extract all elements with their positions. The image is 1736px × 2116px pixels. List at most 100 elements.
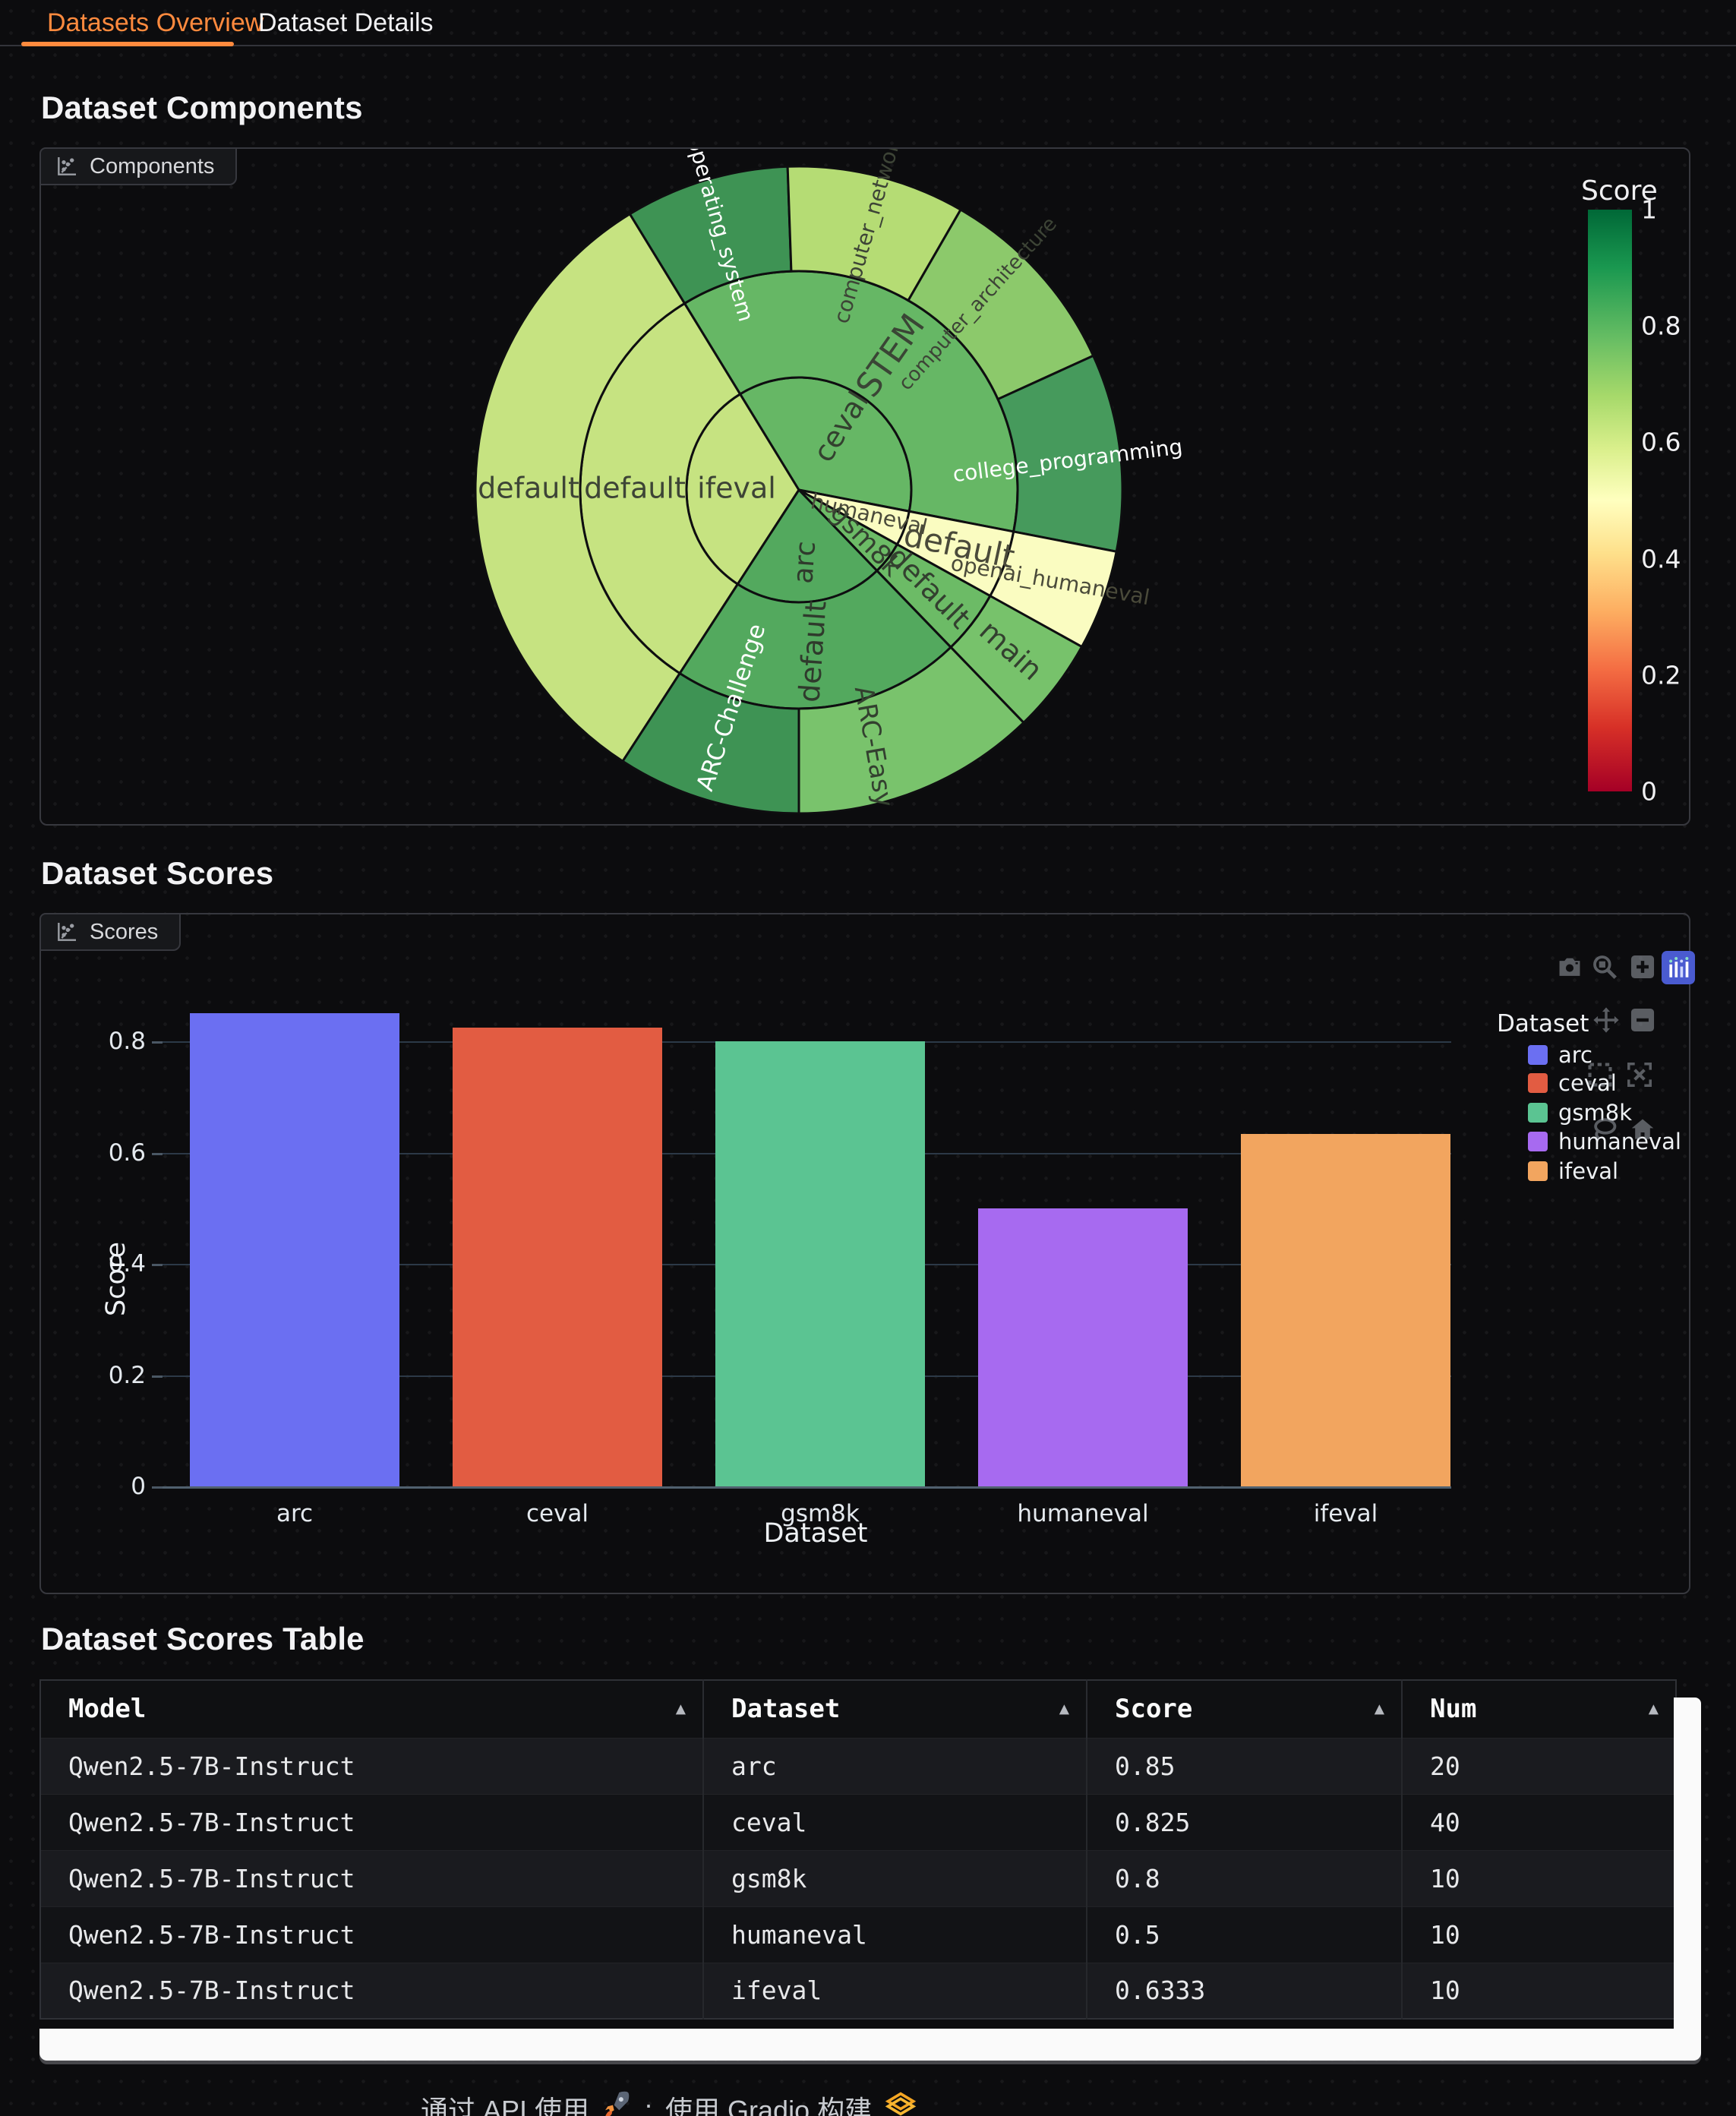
tab-datasets-overview[interactable]: Datasets Overview: [47, 8, 264, 37]
y-tick-label-0.4: 0.4: [108, 1250, 146, 1277]
zoom-icon[interactable]: [1590, 952, 1619, 981]
legend-item-ceval[interactable]: ceval: [1528, 1070, 1617, 1096]
cell-model: Qwen2.5-7B-Instruct: [40, 1737, 703, 1794]
cell-num: 10: [1401, 1962, 1676, 2019]
cell-num: 10: [1401, 1849, 1676, 1906]
y-tick-label-0.6: 0.6: [108, 1139, 146, 1167]
zoom-in-icon[interactable]: [1628, 952, 1657, 981]
table-row-humaneval[interactable]: Qwen2.5-7B-Instruct humaneval 0.5 10: [40, 1906, 1676, 1963]
cell-model: Qwen2.5-7B-Instruct: [40, 1793, 703, 1850]
cell-dataset: ceval: [702, 1793, 1087, 1850]
legend-item-arc[interactable]: arc: [1528, 1042, 1592, 1068]
home-icon[interactable]: [1628, 1115, 1657, 1144]
cell-num: 10: [1401, 1906, 1676, 1963]
x-axis-title: Dataset: [763, 1518, 868, 1549]
footer-separator: ·: [644, 2089, 654, 2116]
legend-title: Dataset: [1497, 1010, 1589, 1037]
cell-model: Qwen2.5-7B-Instruct: [40, 1849, 703, 1906]
legend-label-arc: arc: [1558, 1042, 1593, 1068]
components-panel: Components ifeval default default ceval STEM…: [39, 147, 1690, 826]
components-plot-label-text: Components: [90, 153, 215, 178]
built-with-gradio-link[interactable]: 使用 Gradio 构建: [665, 2095, 873, 2116]
legend-swatch-arc: [1528, 1045, 1548, 1065]
autoscale-icon[interactable]: [1625, 1060, 1654, 1089]
box-select-icon[interactable]: [1586, 1060, 1614, 1089]
table-row-arc[interactable]: Qwen2.5-7B-Instruct arc 0.85 20: [40, 1737, 1676, 1794]
tab-bar: Datasets Overview Dataset Details: [0, 0, 1736, 49]
bar-arc[interactable]: [190, 1013, 399, 1486]
y-tick-mark-0.2: [152, 1375, 163, 1378]
x-tick-label-ceval: ceval: [526, 1500, 589, 1527]
legend-item-ifeval[interactable]: ifeval: [1528, 1158, 1618, 1184]
cell-dataset: arc: [702, 1737, 1087, 1794]
legend-label-humaneval: humaneval: [1558, 1129, 1681, 1154]
column-header-dataset[interactable]: Dataset ▲: [702, 1680, 1087, 1738]
scores-plot-label: Scores: [39, 913, 181, 951]
sunburst-chart[interactable]: ifevaldefaultdefaultcevalSTEMoperating_s…: [41, 149, 1689, 824]
table-vertical-scrollbar[interactable]: [1674, 1698, 1701, 2029]
table-header-row: Model ▲ Dataset ▲ Score ▲ Num ▲: [40, 1680, 1676, 1738]
column-header-model[interactable]: Model ▲: [40, 1680, 703, 1738]
sunburst-label-default: default: [478, 472, 579, 505]
y-tick-mark-0.6: [152, 1152, 163, 1155]
active-tab-underline: [21, 42, 234, 46]
y-tick-mark-0.4: [152, 1264, 163, 1266]
gradio-logo: [885, 2092, 917, 2116]
pan-icon[interactable]: [1592, 1006, 1621, 1034]
legend-swatch-ceval: [1528, 1073, 1548, 1093]
colorbar-tick-0.2: 0.2: [1641, 660, 1681, 690]
score-colorbar: [1588, 210, 1632, 791]
y-tick-mark-0: [152, 1486, 163, 1489]
scores-section-title: Dataset Scores: [41, 855, 274, 891]
sort-arrow-icon[interactable]: ▲: [1374, 1699, 1384, 1719]
bar-humaneval[interactable]: [978, 1208, 1188, 1486]
cell-model: Qwen2.5-7B-Instruct: [40, 1906, 703, 1963]
legend-item-gsm8k[interactable]: gsm8k: [1528, 1100, 1632, 1126]
table-section-title: Dataset Scores Table: [41, 1621, 365, 1656]
sunburst-segment-ARC-Challenge[interactable]: [620, 671, 800, 815]
bar-ifeval[interactable]: [1241, 1134, 1450, 1486]
scores-table: Model ▲ Dataset ▲ Score ▲ Num ▲ Qwen2.5-7B-Inst…: [39, 1679, 1677, 2020]
sort-arrow-icon[interactable]: ▲: [675, 1699, 686, 1719]
sort-arrow-icon[interactable]: ▲: [1059, 1699, 1069, 1719]
plot-icon: [58, 923, 76, 941]
column-header-num[interactable]: Num ▲: [1401, 1680, 1676, 1738]
plotly-logo-icon[interactable]: [1662, 951, 1695, 984]
bar-gsm8k[interactable]: [715, 1041, 925, 1486]
table-horizontal-scrollbar[interactable]: [39, 2029, 1701, 2061]
use-via-api-link[interactable]: 通过 API 使用: [421, 2095, 590, 2116]
camera-icon[interactable]: [1555, 952, 1584, 981]
tab-dataset-details[interactable]: Dataset Details: [258, 8, 434, 37]
cell-dataset: gsm8k: [702, 1849, 1087, 1906]
sunburst-segment-college_programming[interactable]: [996, 354, 1124, 554]
x-tick-label-ifeval: ifeval: [1313, 1500, 1378, 1527]
y-axis-title: Score: [101, 1241, 132, 1317]
colorbar-tick-0: 0: [1641, 776, 1657, 807]
cell-score: 0.825: [1086, 1793, 1402, 1850]
column-header-score[interactable]: Score ▲: [1086, 1680, 1402, 1738]
table-row-ifeval[interactable]: Qwen2.5-7B-Instruct ifeval 0.6333 10: [40, 1962, 1676, 2019]
cell-score: 0.8: [1086, 1849, 1402, 1906]
rocket-icon: [605, 2091, 630, 2116]
sunburst-label-arc: arc: [788, 540, 822, 585]
table-row-gsm8k[interactable]: Qwen2.5-7B-Instruct gsm8k 0.8 10: [40, 1849, 1676, 1906]
scores-plot-label-text: Scores: [90, 919, 159, 944]
sunburst-segment-computer_architecture[interactable]: [906, 208, 1095, 401]
zoom-out-icon[interactable]: [1628, 1006, 1657, 1034]
bar-ceval[interactable]: [453, 1027, 662, 1486]
components-plot-label: Components: [39, 147, 238, 185]
sunburst-label-default: default: [792, 600, 832, 703]
colorbar-tick-0.8: 0.8: [1641, 311, 1681, 341]
plot-icon: [58, 157, 76, 175]
x-axis-line: [163, 1486, 1451, 1489]
cell-model: Qwen2.5-7B-Instruct: [40, 1962, 703, 2019]
lasso-icon[interactable]: [1590, 1115, 1619, 1144]
sort-arrow-icon[interactable]: ▲: [1648, 1699, 1659, 1719]
table-row-ceval[interactable]: Qwen2.5-7B-Instruct ceval 0.825 40: [40, 1793, 1676, 1850]
legend-swatch-humaneval: [1528, 1132, 1548, 1151]
tabbar-divider: [0, 45, 1736, 46]
sunburst-segment-ARC-Easy[interactable]: [797, 646, 1026, 815]
sunburst-segment-default[interactable]: [474, 212, 687, 763]
legend-label-ifeval: ifeval: [1558, 1158, 1619, 1184]
legend-item-humaneval[interactable]: humaneval: [1528, 1129, 1681, 1154]
